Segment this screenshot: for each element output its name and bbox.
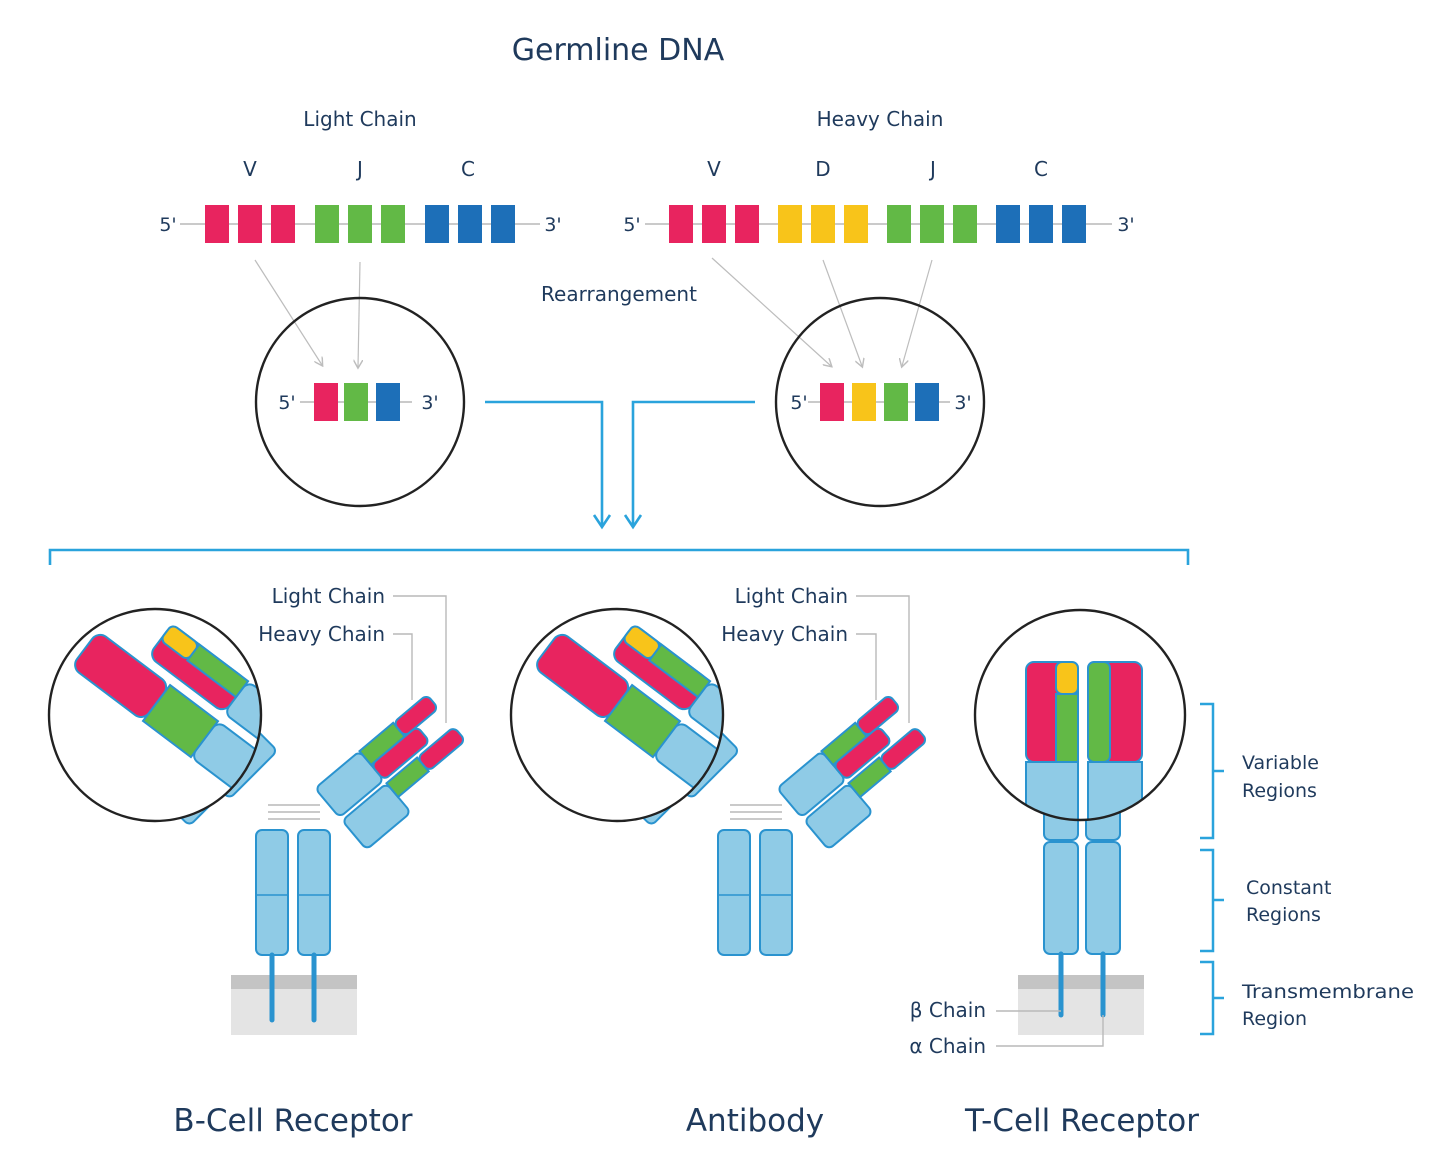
bcr-labels: Light Chain Heavy Chain — [258, 584, 447, 723]
bcr-light-leader — [393, 595, 447, 723]
heavy-v-segments — [669, 205, 759, 243]
light-j-arrow — [358, 261, 360, 367]
light-chain-label: Light Chain — [303, 107, 416, 131]
light-c-letter: C — [461, 157, 475, 181]
bcr-right-arm — [316, 695, 465, 849]
bcr-caption: B-Cell Receptor — [173, 1103, 412, 1139]
heavy-c-letter: C — [1034, 157, 1048, 181]
heavy-j-segments — [887, 205, 977, 243]
ab-heavy-chain-label: Heavy Chain — [721, 622, 848, 646]
ab-stem-right — [759, 829, 793, 956]
heavy-rearranged-d — [852, 383, 876, 421]
light-v-letter: V — [243, 157, 257, 181]
light-rearranged-circle — [254, 296, 466, 508]
antibody-structure — [509, 607, 927, 956]
heavy-j-arrow — [902, 259, 933, 366]
antibody-caption: Antibody — [686, 1103, 824, 1139]
light-j-letter: J — [355, 157, 363, 181]
heavy-rearranged-three-prime: 3' — [954, 392, 971, 414]
heavy-d-letter: D — [815, 157, 830, 181]
light-rearranged-three-prime: 3' — [421, 392, 438, 414]
light-j-segments — [315, 205, 405, 243]
light-rearranged-five-prime: 5' — [278, 392, 295, 414]
tcr-structure — [973, 608, 1187, 1035]
heavy-rearranged-v — [820, 383, 844, 421]
light-flow-connector — [485, 400, 604, 525]
tcr-caption: T-Cell Receptor — [964, 1103, 1199, 1139]
bcr-heavy-chain-label: Heavy Chain — [258, 622, 385, 646]
heavy-chain-label: Heavy Chain — [817, 107, 944, 131]
light-rearranged-j — [344, 383, 368, 421]
bcr-heavy-leader — [393, 633, 413, 700]
variable-regions-line2: Regions — [1242, 780, 1317, 802]
tcr-constant-right — [1085, 841, 1121, 955]
heavy-d-arrow — [822, 259, 862, 366]
tcr-alpha-leader — [996, 1015, 1104, 1047]
heavy-v-arrow — [711, 257, 831, 366]
bcr-zoom-circle — [47, 607, 263, 823]
transmembrane-region-line1: Transmembrane — [1241, 981, 1414, 1003]
heavy-c-segments — [996, 205, 1086, 243]
tcr-beta-chain-label: β Chain — [910, 998, 986, 1022]
ab-right-arm — [778, 695, 927, 849]
constant-region-bracket — [1200, 848, 1224, 953]
variable-region-bracket — [1200, 702, 1224, 840]
ab-light-chain-label: Light Chain — [735, 584, 848, 608]
light-three-prime: 3' — [544, 214, 561, 236]
antibody-labels: Light Chain Heavy Chain — [721, 584, 910, 723]
light-v-arrow — [254, 259, 322, 365]
flow-arrowhead-left — [592, 514, 612, 530]
title: Germline DNA — [512, 33, 725, 68]
light-c-segments — [425, 205, 515, 243]
constant-regions-line2: Regions — [1246, 904, 1321, 926]
constant-regions-line1: Constant — [1246, 877, 1331, 899]
bcr-structure — [47, 607, 465, 1035]
light-five-prime: 5' — [159, 214, 176, 236]
heavy-j-letter: J — [928, 157, 936, 181]
light-rearranged-c — [376, 383, 400, 421]
ab-zoom-circle — [509, 607, 725, 823]
bcr-stem-left — [255, 829, 289, 956]
heavy-five-prime: 5' — [623, 214, 640, 236]
heavy-rearranged-j — [884, 383, 908, 421]
bcr-stem-right — [297, 829, 331, 956]
output-bracket — [48, 548, 1190, 565]
heavy-three-prime: 3' — [1117, 214, 1134, 236]
transmembrane-region-bracket — [1200, 960, 1224, 1036]
rearrangement-label: Rearrangement — [541, 282, 697, 306]
ab-stem-left — [717, 829, 751, 956]
ab-light-leader — [856, 595, 910, 723]
transmembrane-region-line2: Region — [1242, 1008, 1307, 1030]
ab-heavy-leader — [856, 633, 877, 700]
bcr-hinge-lines — [268, 804, 320, 820]
heavy-v-letter: V — [707, 157, 721, 181]
heavy-rearranged-c — [915, 383, 939, 421]
variable-regions-line1: Variable — [1242, 752, 1319, 774]
heavy-flow-connector — [631, 400, 755, 525]
tcr-constant-left — [1043, 841, 1079, 955]
tcr-alpha-chain-label: α Chain — [909, 1034, 986, 1058]
heavy-rearranged-circle — [774, 296, 986, 508]
heavy-rearranged-five-prime: 5' — [790, 392, 807, 414]
ab-hinge-lines — [730, 804, 782, 820]
bcr-light-chain-label: Light Chain — [272, 584, 385, 608]
tcr-zoom-circle — [973, 608, 1187, 822]
heavy-d-segments — [778, 205, 868, 243]
light-v-segments — [205, 205, 295, 243]
flow-arrowhead-right — [623, 514, 643, 530]
light-rearranged-v — [314, 383, 338, 421]
